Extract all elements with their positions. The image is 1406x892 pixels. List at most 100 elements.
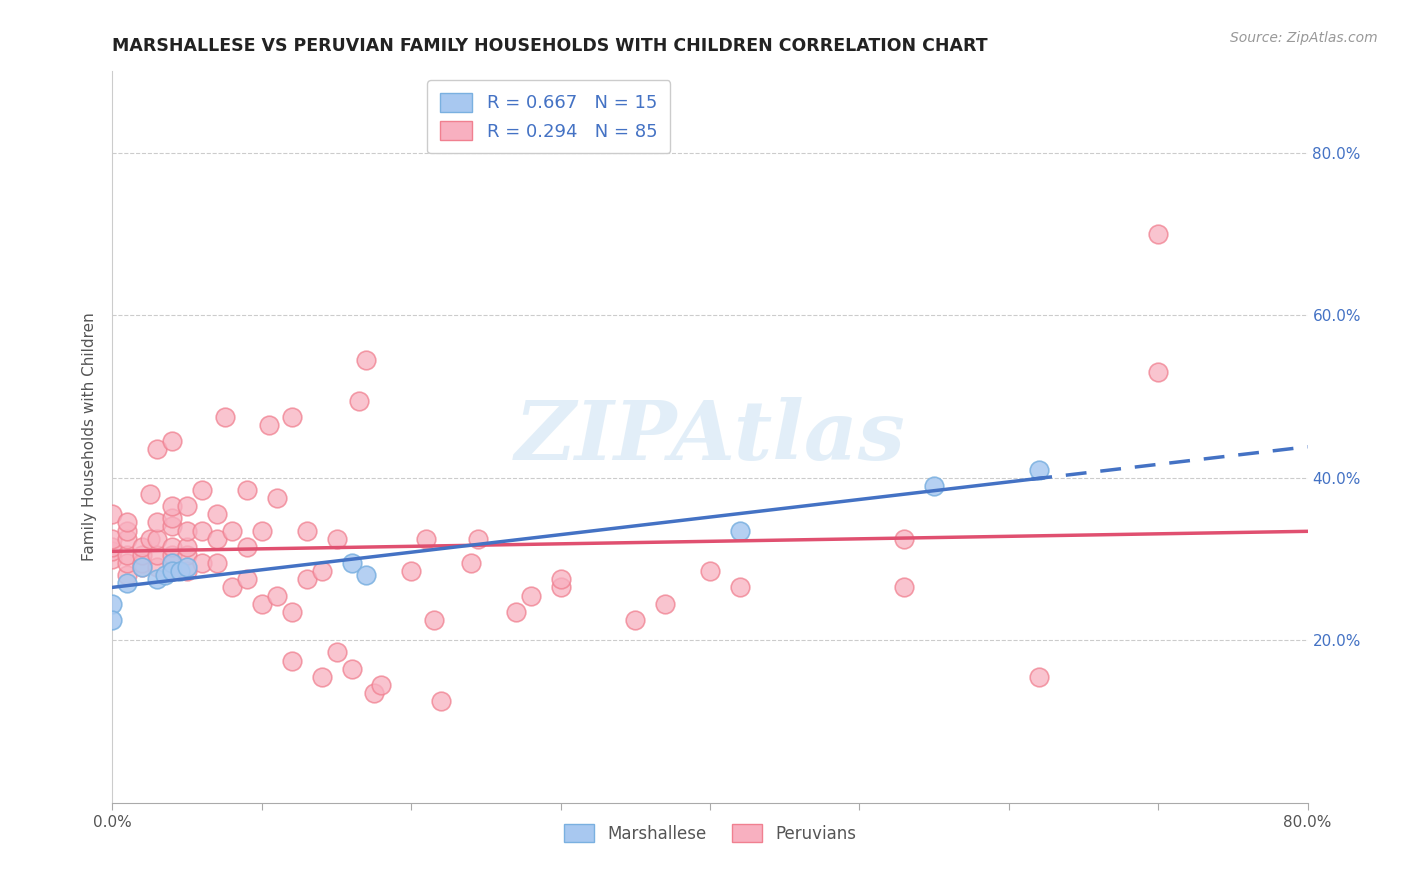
Point — [117, 556, 139, 570]
Point — [893, 532, 915, 546]
Point — [893, 581, 915, 595]
Point — [139, 487, 162, 501]
Point — [176, 548, 198, 562]
Point — [117, 576, 139, 591]
Point — [728, 524, 751, 538]
Point — [205, 556, 228, 570]
Point — [422, 613, 444, 627]
Point — [214, 409, 236, 424]
Point — [363, 686, 385, 700]
Point — [520, 589, 543, 603]
Point — [101, 544, 124, 558]
Point — [176, 560, 198, 574]
Y-axis label: Family Households with Children: Family Households with Children — [82, 313, 97, 561]
Point — [430, 694, 453, 708]
Point — [311, 670, 333, 684]
Point — [162, 499, 183, 513]
Text: ZIPAtlas: ZIPAtlas — [515, 397, 905, 477]
Point — [325, 645, 347, 659]
Point — [347, 393, 370, 408]
Point — [356, 568, 378, 582]
Point — [146, 572, 169, 586]
Text: MARSHALLESE VS PERUVIAN FAMILY HOUSEHOLDS WITH CHILDREN CORRELATION CHART: MARSHALLESE VS PERUVIAN FAMILY HOUSEHOLD… — [112, 37, 988, 54]
Point — [281, 605, 304, 619]
Point — [205, 508, 228, 522]
Point — [191, 524, 214, 538]
Point — [401, 564, 423, 578]
Point — [131, 560, 153, 574]
Point — [162, 511, 183, 525]
Point — [162, 540, 183, 554]
Point — [922, 479, 945, 493]
Point — [1147, 227, 1170, 241]
Point — [101, 552, 124, 566]
Point — [146, 516, 169, 530]
Point — [259, 417, 281, 432]
Point — [221, 581, 243, 595]
Point — [205, 532, 228, 546]
Point — [117, 548, 139, 562]
Point — [1028, 670, 1050, 684]
Legend: Marshallese, Peruvians: Marshallese, Peruvians — [557, 818, 863, 849]
Point — [340, 556, 363, 570]
Point — [101, 508, 124, 522]
Point — [139, 532, 162, 546]
Point — [236, 572, 259, 586]
Point — [131, 540, 153, 554]
Point — [340, 662, 363, 676]
Point — [281, 654, 304, 668]
Point — [117, 524, 139, 538]
Point — [1147, 365, 1170, 379]
Point — [356, 352, 378, 367]
Point — [221, 524, 243, 538]
Point — [266, 589, 288, 603]
Point — [654, 597, 676, 611]
Point — [162, 556, 183, 570]
Point — [117, 516, 139, 530]
Point — [236, 540, 259, 554]
Point — [728, 581, 751, 595]
Point — [146, 548, 169, 562]
Text: Source: ZipAtlas.com: Source: ZipAtlas.com — [1230, 31, 1378, 45]
Point — [415, 532, 437, 546]
Point — [191, 556, 214, 570]
Point — [295, 524, 318, 538]
Point — [101, 613, 124, 627]
Point — [146, 442, 169, 457]
Point — [236, 483, 259, 497]
Point — [266, 491, 288, 505]
Point — [169, 564, 191, 578]
Point — [101, 540, 124, 554]
Point — [162, 564, 183, 578]
Point — [624, 613, 647, 627]
Point — [162, 548, 183, 562]
Point — [131, 556, 153, 570]
Point — [191, 483, 214, 497]
Point — [467, 532, 489, 546]
Point — [295, 572, 318, 586]
Point — [146, 560, 169, 574]
Point — [146, 532, 169, 546]
Point — [250, 597, 273, 611]
Point — [101, 532, 124, 546]
Point — [131, 560, 153, 574]
Point — [117, 568, 139, 582]
Point — [505, 605, 527, 619]
Point — [101, 597, 124, 611]
Point — [250, 524, 273, 538]
Point — [325, 532, 347, 546]
Point — [162, 564, 183, 578]
Point — [370, 678, 392, 692]
Point — [550, 581, 572, 595]
Point — [176, 564, 198, 578]
Point — [162, 519, 183, 533]
Point — [1028, 462, 1050, 476]
Point — [176, 524, 198, 538]
Point — [176, 499, 198, 513]
Point — [311, 564, 333, 578]
Point — [699, 564, 721, 578]
Point — [131, 548, 153, 562]
Point — [153, 568, 176, 582]
Point — [176, 540, 198, 554]
Point — [460, 556, 482, 570]
